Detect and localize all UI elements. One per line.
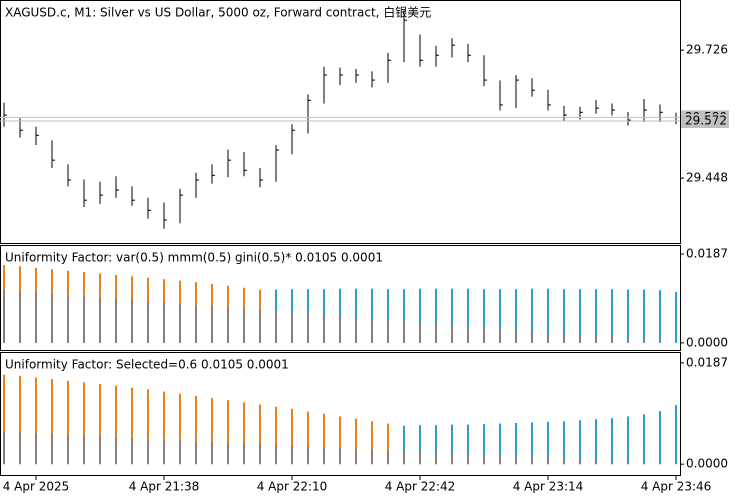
- price-label: 29.572: [685, 114, 727, 128]
- price-label-box: [681, 114, 729, 129]
- pane-frame: [0, 245, 681, 351]
- x-tick-label: 4 Apr 23:14: [513, 480, 584, 494]
- y-tick-label: 29.448: [686, 171, 728, 185]
- y-tick-label: 0.0187: [686, 355, 728, 369]
- x-tick-label: 4 Apr 22:10: [257, 480, 328, 494]
- x-tick-label: 4 Apr 2025: [3, 480, 70, 494]
- y-tick-label: 0.0000: [686, 457, 728, 471]
- y-tick-label: 29.726: [686, 43, 728, 57]
- pane-frame: [0, 352, 681, 476]
- pane-frame: [0, 0, 681, 244]
- pane-title: XAGUSD.c, M1: Silver vs US Dollar, 5000 …: [5, 5, 431, 20]
- x-tick-label: 4 Apr 22:42: [385, 480, 456, 494]
- x-tick-label: 4 Apr 21:38: [129, 480, 200, 494]
- y-tick-label: 0.0000: [686, 335, 728, 349]
- pane-title: Uniformity Factor: Selected=0.6 0.0105 0…: [5, 358, 289, 372]
- x-tick-label: 4 Apr 23:46: [641, 480, 712, 494]
- y-tick-label: 0.0187: [686, 247, 728, 261]
- pane-title: Uniformity Factor: var(0.5) mmm(0.5) gin…: [5, 251, 383, 265]
